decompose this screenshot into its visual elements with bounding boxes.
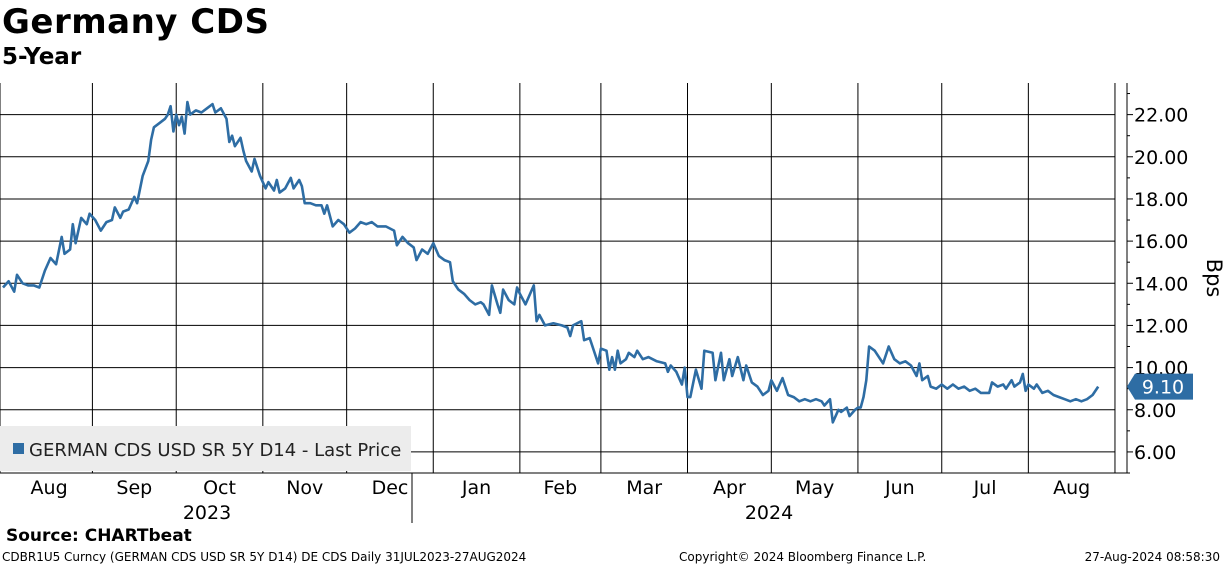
y-tick-label: 18.00 <box>1134 189 1188 211</box>
x-month-label: Nov <box>286 477 323 499</box>
y-tick-label: 8.00 <box>1134 400 1176 422</box>
y-tick-label: 6.00 <box>1134 442 1176 464</box>
grid <box>0 83 1128 474</box>
x-month-label: Sep <box>116 477 152 499</box>
x-month-label: May <box>795 477 834 499</box>
legend-box <box>0 426 411 471</box>
y-tick-label: 12.00 <box>1134 315 1188 337</box>
x-month-label: Aug <box>31 477 68 499</box>
last-value-label: 9.10 <box>1142 377 1184 399</box>
timestamp: 27-Aug-2024 08:58:30 <box>1084 550 1220 564</box>
y-tick-label: 14.00 <box>1134 273 1188 295</box>
x-month-label: Mar <box>626 477 662 499</box>
last-value-badge: 9.10 <box>1127 373 1193 400</box>
x-month-label: Dec <box>372 477 409 499</box>
x-year-label: 2024 <box>745 502 793 524</box>
legend: GERMAN CDS USD SR 5Y D14 - Last Price <box>0 426 411 471</box>
y-tick-label: 16.00 <box>1134 231 1188 253</box>
last-value-marker <box>1127 373 1193 400</box>
y-axis-label: Bps <box>1202 259 1224 298</box>
x-month-label: Jul <box>973 477 997 499</box>
x-month-label: Oct <box>203 477 236 499</box>
legend-label: GERMAN CDS USD SR 5Y D14 - Last Price <box>29 440 401 461</box>
series-line <box>2 100 1100 424</box>
x-month-label: Feb <box>544 477 578 499</box>
x-month-label: Aug <box>1053 477 1090 499</box>
copyright-note: Copyright© 2024 Bloomberg Finance L.P. <box>679 550 927 564</box>
chart-subtitle: 5-Year <box>2 44 82 70</box>
legend-swatch <box>13 443 24 454</box>
x-month-label: Jan <box>461 477 491 499</box>
x-month-label: Jun <box>884 477 915 499</box>
y-tick-label: 20.00 <box>1134 147 1188 169</box>
source-note: Source: CHARTbeat <box>6 526 192 546</box>
chart-title: Germany CDS <box>2 2 270 42</box>
y-tick-label: 22.00 <box>1134 105 1188 127</box>
series <box>2 100 1100 424</box>
ticker-line: CDBR1U5 Curncy (GERMAN CDS USD SR 5Y D14… <box>2 550 527 564</box>
x-month-label: Apr <box>713 477 746 499</box>
x-year-label: 2023 <box>183 502 231 524</box>
